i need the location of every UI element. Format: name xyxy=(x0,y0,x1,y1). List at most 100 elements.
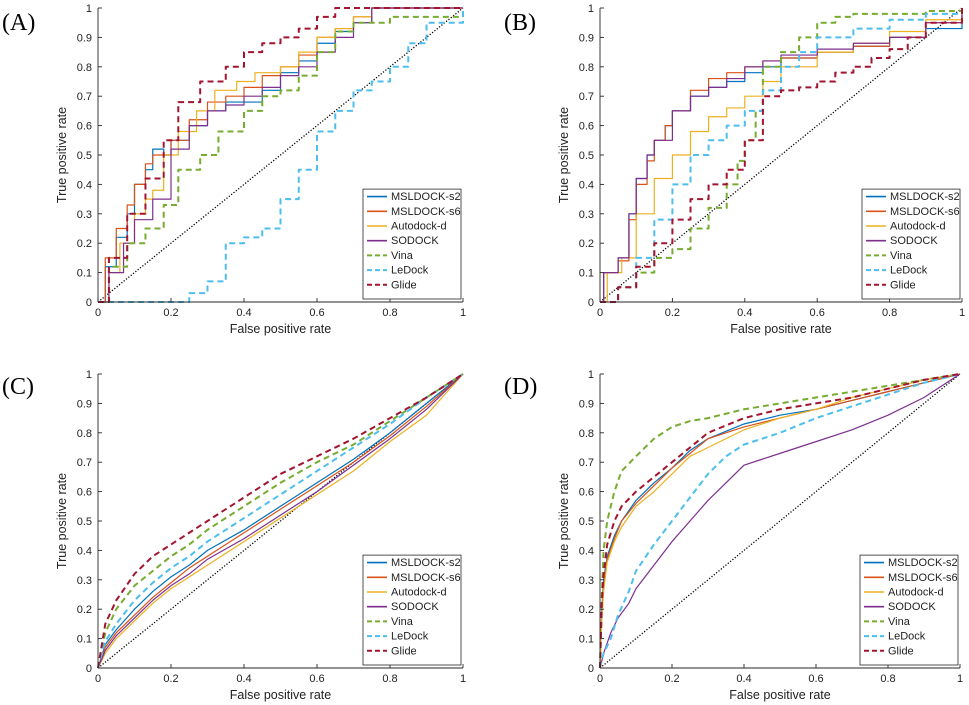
x-tick-label: 0.6 xyxy=(309,307,324,319)
legend-label: Autodock-d xyxy=(890,221,946,233)
x-tick-label: 0.8 xyxy=(882,307,897,319)
y-tick-label: 0.8 xyxy=(579,428,594,440)
x-tick-label: 0.6 xyxy=(810,307,825,319)
y-tick-label: 0.7 xyxy=(77,91,92,103)
legend-label: Vina xyxy=(391,616,414,628)
legend-label: LeDock xyxy=(391,265,429,277)
legend-box xyxy=(362,188,462,300)
x-tick-label: 0.8 xyxy=(880,673,895,685)
legend-label: Vina xyxy=(890,250,913,262)
x-axis-title: False positive rate xyxy=(730,322,831,336)
y-tick-label: 0.8 xyxy=(579,62,594,74)
series-line-sodock xyxy=(97,373,464,669)
legend-label: MSLDOCK-s6 xyxy=(888,572,958,584)
x-tick-label: 0.2 xyxy=(665,307,680,319)
legend-label: Glide xyxy=(890,279,916,291)
y-tick-label: 0.1 xyxy=(579,268,594,280)
x-tick-label: 0.2 xyxy=(664,673,679,685)
x-tick-label: 0 xyxy=(597,673,603,685)
legend-label: Vina xyxy=(888,616,911,628)
y-tick-label: 0.7 xyxy=(77,457,92,469)
series-line-ledock xyxy=(98,8,464,303)
series-line-vina xyxy=(97,373,464,669)
x-axis-title: False positive rate xyxy=(729,688,830,702)
roc-panel-1: (B) 0 0.2 0.4 0.6 0.8 1 0 0.1 0.2 0.3 0.4 0.5 0.6 0.7 0… xyxy=(504,3,965,336)
diagonal-reference-line xyxy=(97,7,464,303)
legend-box xyxy=(362,554,462,666)
x-tick-label: 0.6 xyxy=(808,673,823,685)
legend-label: MSLDOCK-s6 xyxy=(391,572,461,584)
series-line-autodock-d xyxy=(97,373,464,669)
panel-label: (D) xyxy=(504,374,537,400)
y-tick-label: 0.9 xyxy=(579,398,594,410)
y-axis-title: True positive rate xyxy=(55,107,69,203)
y-tick-label: 0.6 xyxy=(77,121,92,133)
x-tick-label: 0.8 xyxy=(382,673,397,685)
x-tick-label: 1 xyxy=(460,673,466,685)
x-tick-label: 0 xyxy=(95,307,101,319)
legend-label: LeDock xyxy=(391,631,429,643)
y-tick-label: 0.7 xyxy=(579,91,594,103)
series-line-msldock-s6 xyxy=(97,373,464,669)
legend-label: Autodock-d xyxy=(391,221,447,233)
y-tick-label: 1 xyxy=(86,369,92,381)
panel-label: (C) xyxy=(2,374,34,400)
y-tick-label: 0.9 xyxy=(579,32,594,44)
y-tick-label: 0.4 xyxy=(579,179,594,191)
series-line-sodock xyxy=(600,8,963,303)
legend: MSLDOCK-s2 MSLDOCK-s6 Autodock-d SODOCK Vina… xyxy=(859,554,959,666)
legend-label: Glide xyxy=(391,279,417,291)
y-axis-title: True positive rate xyxy=(55,473,69,569)
legend-box xyxy=(861,188,961,300)
y-tick-label: 0.2 xyxy=(77,604,92,616)
y-tick-label: 0.5 xyxy=(77,150,92,162)
legend-label: Vina xyxy=(391,250,414,262)
legend-label: MSLDOCK-s2 xyxy=(391,557,461,569)
y-tick-label: 0.6 xyxy=(77,487,92,499)
x-tick-label: 0 xyxy=(95,673,101,685)
x-tick-label: 0.4 xyxy=(236,307,251,319)
y-tick-label: 0.3 xyxy=(579,575,594,587)
series-line-glide xyxy=(599,373,961,669)
legend-label: MSLDOCK-s6 xyxy=(391,206,461,218)
legend-label: SODOCK xyxy=(391,601,439,613)
panel-label: (A) xyxy=(2,10,35,36)
y-tick-label: 0.3 xyxy=(77,209,92,221)
legend-box xyxy=(859,554,959,666)
legend-label: Autodock-d xyxy=(391,587,447,599)
roc-panel-0: (A) 0 0.2 0.4 0.6 0.8 1 0 0.1 0.2 0.3 0.4 0.5 0.6 0.7 0… xyxy=(2,3,466,336)
legend-label: MSLDOCK-s2 xyxy=(890,191,960,203)
series-line-vina xyxy=(98,15,463,303)
roc-panel-3: (D) 0 0.2 0.4 0.6 0.8 1 0 0.1 0.2 0.3 0.4 0.5 0.6 0.7 0… xyxy=(504,369,963,702)
series-line-glide xyxy=(98,7,463,303)
panel-label: (B) xyxy=(504,10,536,36)
y-tick-label: 0 xyxy=(588,297,594,309)
y-tick-label: 1 xyxy=(86,3,92,15)
legend-label: SODOCK xyxy=(888,601,936,613)
y-tick-label: 1 xyxy=(588,369,594,381)
x-tick-label: 1 xyxy=(957,673,963,685)
series-line-vina xyxy=(599,373,961,669)
legend-label: LeDock xyxy=(890,265,928,277)
y-tick-label: 0.3 xyxy=(579,209,594,221)
y-tick-label: 0.1 xyxy=(77,268,92,280)
x-tick-label: 0.2 xyxy=(163,673,178,685)
y-tick-label: 0.4 xyxy=(77,179,92,191)
series-line-ledock xyxy=(599,373,961,669)
y-tick-label: 0.4 xyxy=(579,545,594,557)
x-tick-label: 0.2 xyxy=(163,307,178,319)
x-tick-label: 1 xyxy=(460,307,466,319)
y-tick-label: 0.5 xyxy=(77,516,92,528)
y-tick-label: 0.3 xyxy=(77,575,92,587)
roc-panel-2: (C) 0 0.2 0.4 0.6 0.8 1 0 0.1 0.2 0.3 0.4 0.5 0.6 0.7 0… xyxy=(2,369,466,702)
y-tick-label: 0.6 xyxy=(579,487,594,499)
y-tick-label: 0.4 xyxy=(77,545,92,557)
series-line-ledock xyxy=(97,373,464,669)
y-axis-title: True positive rate xyxy=(557,473,571,569)
legend-label: SODOCK xyxy=(391,235,439,247)
x-axis-title: False positive rate xyxy=(230,322,331,336)
x-tick-label: 0 xyxy=(597,307,603,319)
y-tick-label: 0 xyxy=(86,297,92,309)
legend-label: MSLDOCK-s2 xyxy=(888,557,958,569)
